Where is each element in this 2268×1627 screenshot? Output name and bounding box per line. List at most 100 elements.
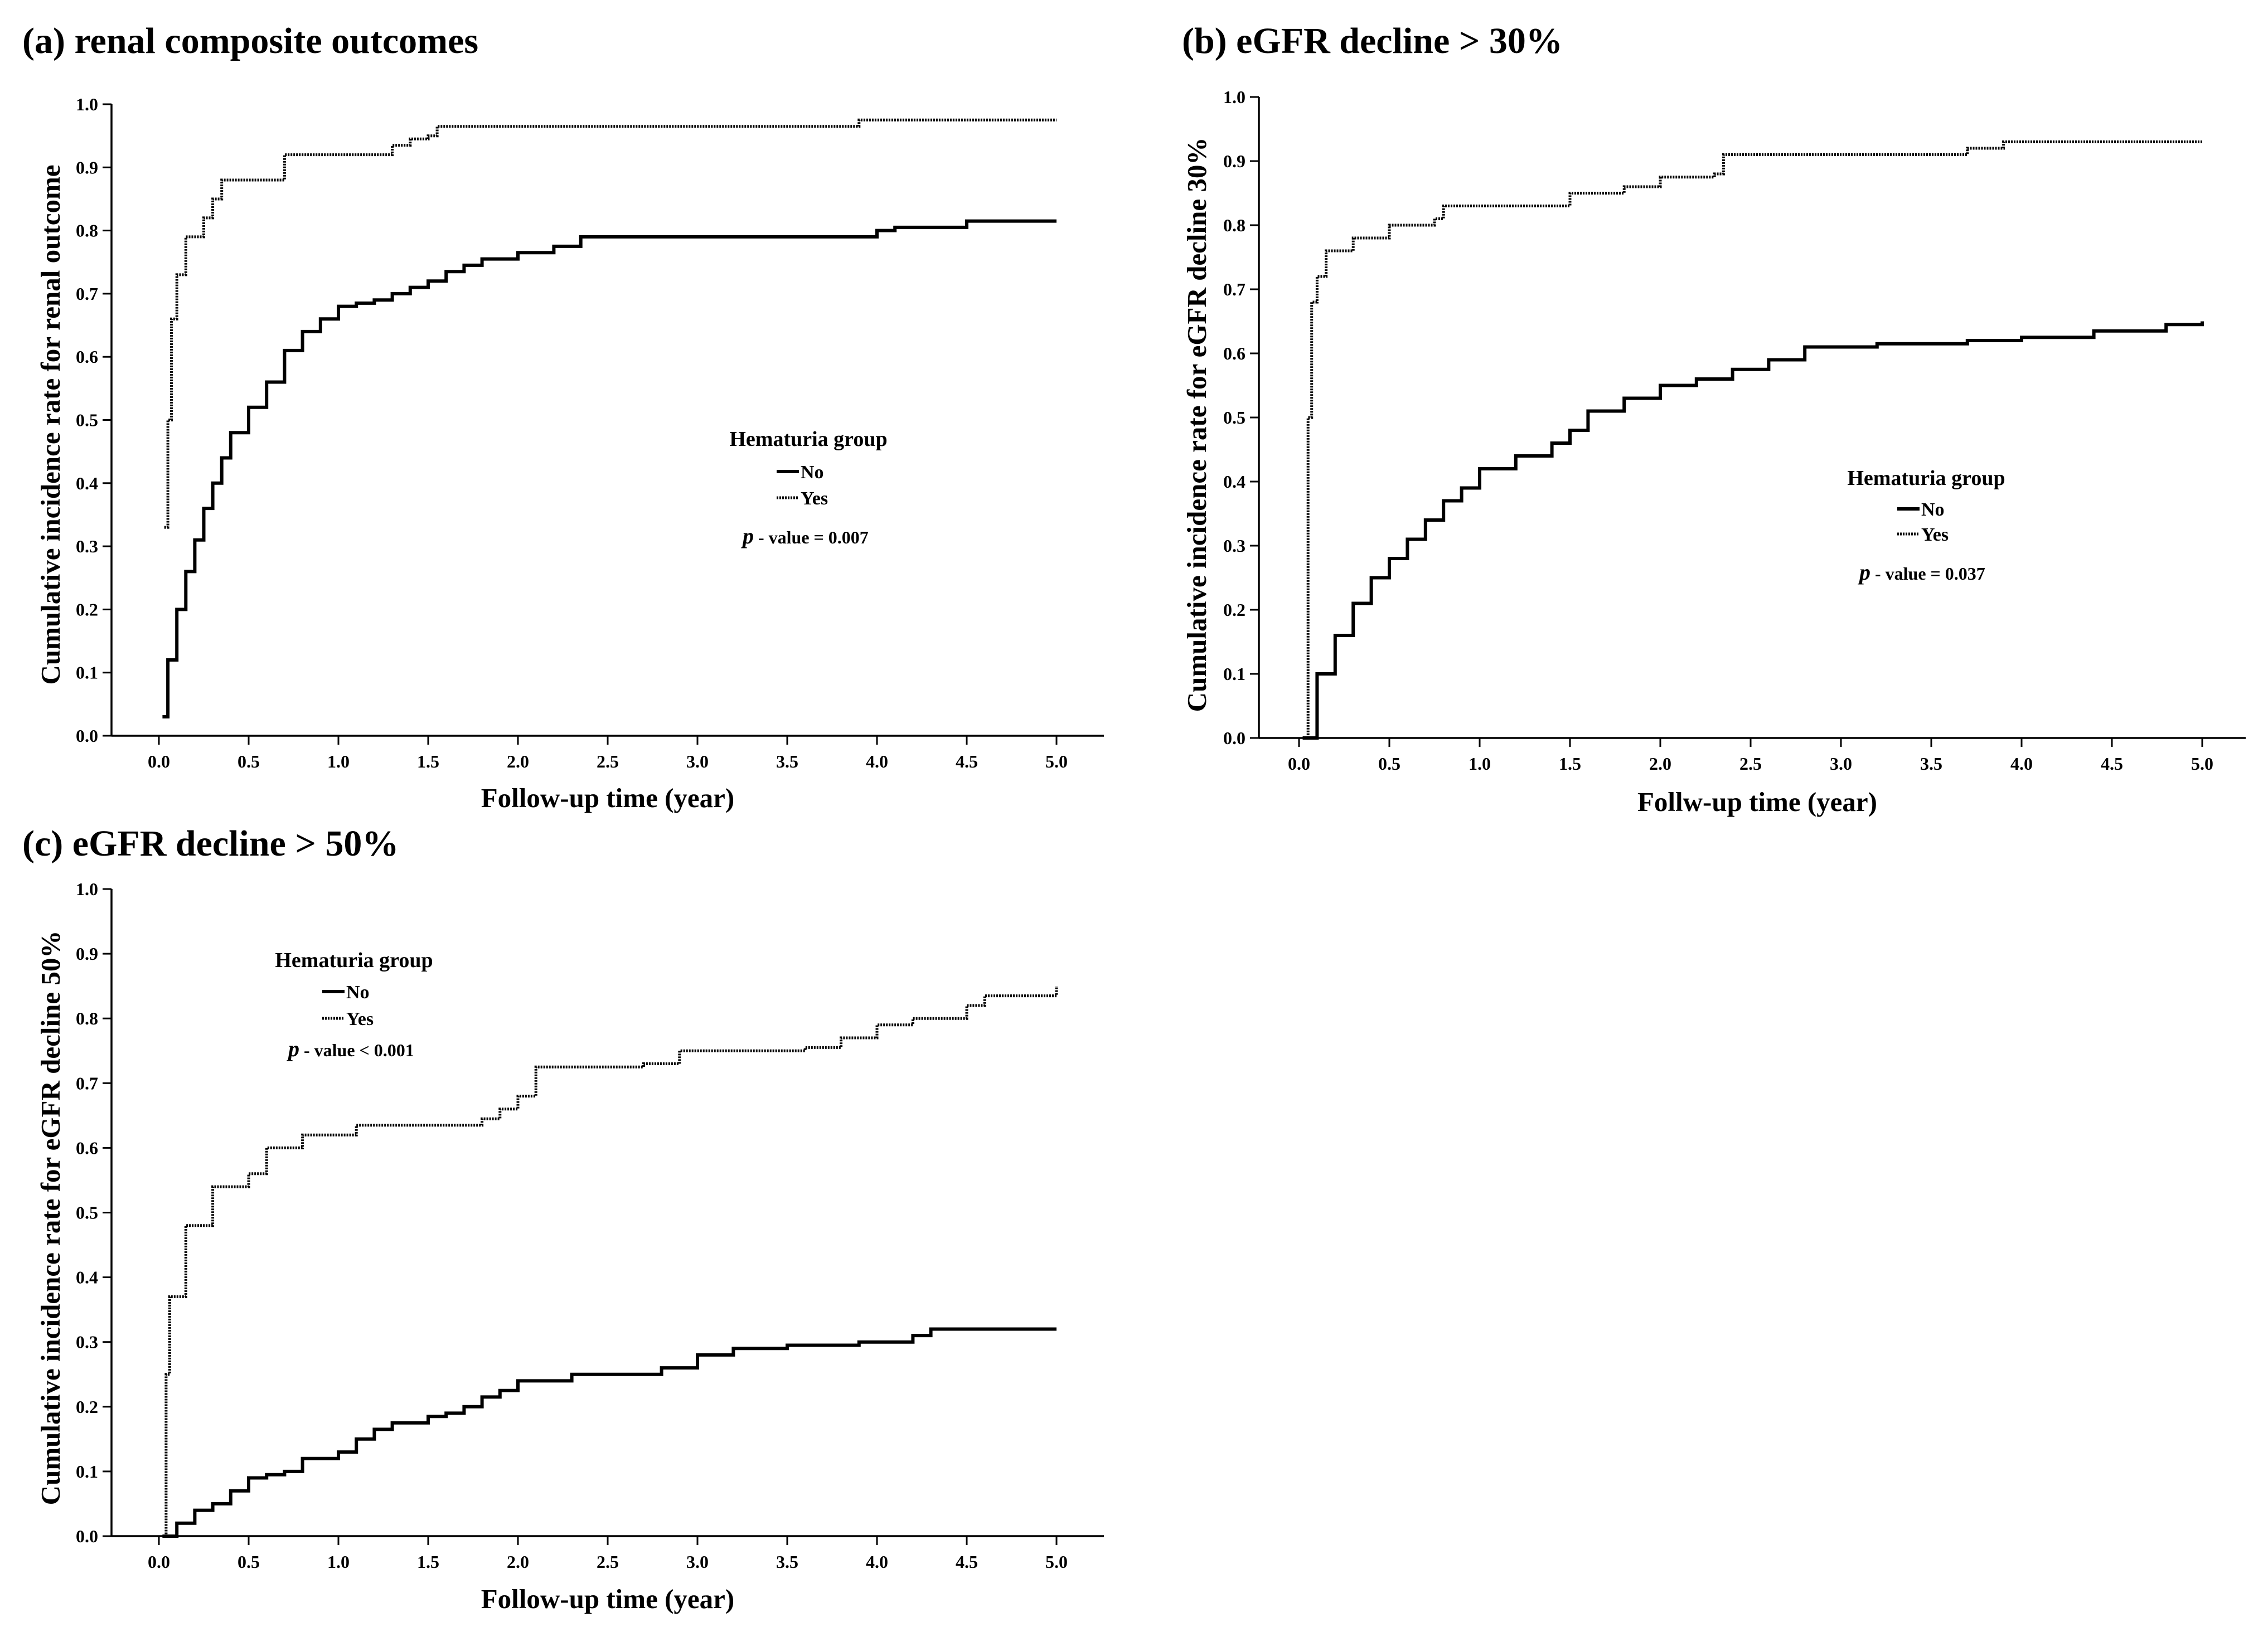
y-tick-label: 0.4	[1223, 472, 1246, 492]
legend-title: Hematuria group	[1847, 467, 2005, 490]
x-tick-label: 0.0	[1288, 754, 1310, 774]
legend-title: Hematuria group	[729, 428, 887, 451]
legend-title: Hematuria group	[275, 949, 433, 972]
x-tick-label: 1.5	[417, 1552, 439, 1572]
x-tick-label: 0.0	[148, 1552, 170, 1572]
y-tick-label: 0.6	[76, 1138, 98, 1158]
y-tick-label: 0.2	[76, 1397, 98, 1417]
y-tick-label: 0.5	[76, 410, 98, 430]
y-tick-label: 0.5	[1223, 407, 1246, 428]
legend-label-no: No	[346, 982, 370, 1003]
panel-c-y-ticks: 0.0 0.1 0.2 0.3 0.4 0.5 0.6 0.7 0.8 0.9 …	[76, 879, 112, 1546]
series-line-no	[1302, 321, 2204, 740]
y-tick-label: 1.0	[76, 879, 98, 899]
x-tick-label: 0.5	[238, 1552, 260, 1572]
y-tick-label: 0.2	[1223, 600, 1246, 620]
p-value-text: - value = 0.037	[1870, 564, 1985, 584]
x-tick-label: 2.0	[507, 751, 529, 771]
y-tick-label: 0.8	[1223, 215, 1246, 235]
y-tick-label: 1.0	[1223, 87, 1246, 107]
panel-b-y-ticks: 0.0 0.1 0.2 0.3 0.4 0.5 0.6 0.7 0.8 0.9 …	[1223, 87, 1259, 748]
x-tick-label: 5.0	[2191, 754, 2213, 774]
series-line-no	[162, 219, 1057, 718]
x-tick-label: 5.0	[1045, 751, 1068, 771]
y-tick-label: 1.0	[76, 94, 98, 114]
panel-a-x-ticks: 0.0 0.5 1.0 1.5 2.0 2.5 3.0 3.5 4.0 4.5 …	[148, 736, 1068, 771]
x-tick-label: 3.5	[776, 1552, 798, 1572]
x-tick-label: 0.5	[238, 751, 260, 771]
p-value-annotation: p - value < 0.001	[287, 1036, 414, 1061]
x-tick-label: 1.5	[1559, 754, 1581, 774]
panel-b-title: (b) eGFR decline > 30%	[1182, 21, 1563, 61]
legend-label-no: No	[801, 462, 824, 483]
y-tick-label: 0.3	[76, 536, 98, 556]
x-tick-label: 4.0	[866, 1552, 888, 1572]
x-tick-label: 0.5	[1378, 754, 1400, 774]
panel-a-legend: Hematuria group No Yes p - value = 0.007	[729, 428, 887, 548]
panel-c-title: (c) eGFR decline > 50%	[22, 823, 399, 864]
x-tick-label: 3.5	[1920, 754, 1942, 774]
x-tick-label: 3.0	[1830, 754, 1852, 774]
x-tick-label: 4.5	[2101, 754, 2123, 774]
y-tick-label: 0.1	[1223, 664, 1246, 684]
panel-c-plot-area	[162, 986, 1058, 1538]
panel-c-x-ticks: 0.0 0.5 1.0 1.5 2.0 2.5 3.0 3.5 4.0 4.5 …	[148, 1536, 1068, 1572]
panel-b-plot-area	[1302, 140, 2204, 740]
x-tick-label: 2.5	[597, 1552, 619, 1572]
y-tick-label: 0.7	[76, 1073, 98, 1093]
panel-a: (a) renal composite outcomes Cumulative …	[22, 21, 1104, 813]
x-tick-label: 2.5	[1739, 754, 1762, 774]
x-tick-label: 3.5	[776, 751, 798, 771]
x-tick-label: 3.0	[686, 751, 709, 771]
y-tick-label: 0.1	[76, 1461, 98, 1482]
y-tick-label: 0.0	[76, 1526, 98, 1546]
x-tick-label: 4.5	[956, 1552, 978, 1572]
p-value-text: - value = 0.007	[754, 527, 869, 547]
series-line-yes	[1302, 140, 2202, 740]
panel-c-y-axis-title: Cumulative incidence rate for eGFR decli…	[35, 931, 66, 1505]
y-tick-label: 0.1	[76, 663, 98, 683]
x-tick-label: 5.0	[1045, 1552, 1068, 1572]
x-tick-label: 0.0	[148, 751, 170, 771]
y-tick-label: 0.3	[1223, 536, 1246, 556]
x-tick-label: 2.0	[507, 1552, 529, 1572]
y-tick-label: 0.2	[76, 599, 98, 619]
x-tick-label: 3.0	[686, 1552, 709, 1572]
y-tick-label: 0.9	[76, 157, 98, 177]
panel-c-x-axis-title: Follow-up time (year)	[481, 1584, 735, 1614]
p-value-symbol: p	[287, 1036, 299, 1061]
series-line-yes	[164, 118, 1057, 529]
panel-a-y-axis-title: Cumulative incidence rate for renal outc…	[35, 164, 66, 684]
panel-c: (c) eGFR decline > 50% Cumulative incide…	[22, 823, 1104, 1614]
legend-label-yes: Yes	[801, 488, 828, 509]
x-tick-label: 2.0	[1649, 754, 1671, 774]
x-tick-label: 1.0	[1469, 754, 1491, 774]
series-line-no	[162, 1327, 1057, 1538]
x-tick-label: 4.0	[2010, 754, 2033, 774]
x-tick-label: 1.5	[417, 751, 439, 771]
x-tick-label: 4.5	[956, 751, 978, 771]
p-value-text: - value < 0.001	[299, 1040, 414, 1060]
panel-a-title: (a) renal composite outcomes	[22, 21, 478, 61]
y-tick-label: 0.9	[1223, 151, 1246, 171]
y-tick-label: 0.9	[76, 944, 98, 964]
p-value-annotation: p - value = 0.007	[741, 523, 869, 548]
x-tick-label: 2.5	[597, 751, 619, 771]
y-tick-label: 0.7	[1223, 279, 1246, 299]
p-value-symbol: p	[741, 523, 754, 548]
y-tick-label: 0.6	[76, 347, 98, 367]
y-tick-label: 0.8	[76, 221, 98, 241]
panel-a-y-ticks: 0.0 0.1 0.2 0.3 0.4 0.5 0.6 0.7 0.8 0.9 …	[76, 94, 112, 746]
p-value-annotation: p - value = 0.037	[1858, 560, 1985, 585]
y-tick-label: 0.8	[76, 1008, 98, 1028]
panel-b-x-ticks: 0.0 0.5 1.0 1.5 2.0 2.5 3.0 3.5 4.0 4.5 …	[1288, 738, 2213, 774]
y-tick-label: 0.3	[76, 1332, 98, 1352]
panel-c-legend: Hematuria group No Yes p - value < 0.001	[275, 949, 433, 1061]
panel-b: (b) eGFR decline > 30% Cumulative incide…	[1181, 21, 2246, 817]
x-tick-label: 1.0	[327, 751, 350, 771]
legend-label-yes: Yes	[346, 1009, 374, 1029]
x-tick-label: 1.0	[327, 1552, 350, 1572]
x-tick-label: 4.0	[866, 751, 888, 771]
panel-b-y-axis-title: Cumulative incidence rate for eGFR decli…	[1181, 138, 1212, 712]
